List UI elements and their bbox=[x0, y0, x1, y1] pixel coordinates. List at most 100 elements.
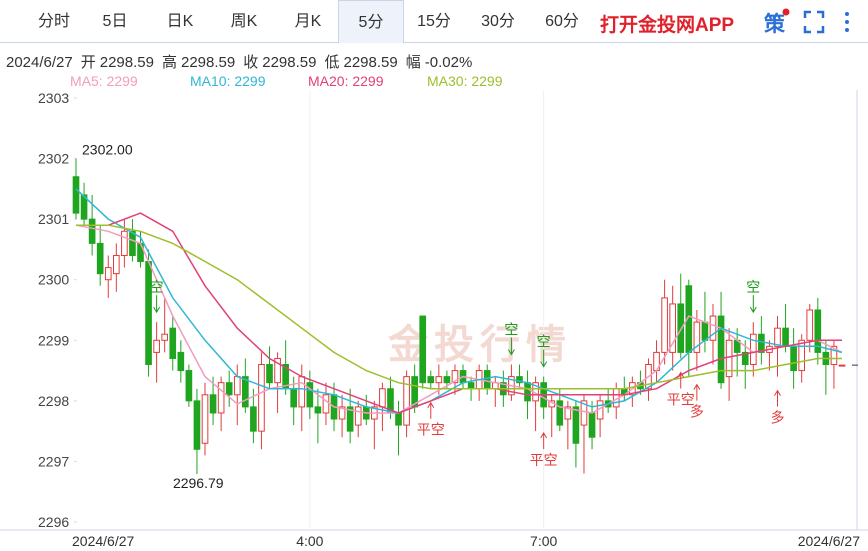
y-tick-label: 2299 bbox=[38, 332, 69, 348]
candle-body bbox=[524, 382, 531, 402]
signal-label: 空 bbox=[537, 334, 551, 350]
candle-body bbox=[435, 376, 443, 384]
candle-body bbox=[798, 339, 806, 372]
tab[interactable]: 月K bbox=[294, 13, 322, 30]
candle-body bbox=[580, 400, 588, 426]
candle-body bbox=[693, 321, 701, 353]
candle-body bbox=[379, 388, 386, 408]
candle-body bbox=[677, 303, 685, 353]
candle-body bbox=[701, 321, 709, 341]
legend-entry: MA10: 2299 bbox=[190, 73, 266, 89]
y-tick-label: 2300 bbox=[38, 272, 69, 288]
info-key: 收 bbox=[243, 54, 259, 71]
strategy-icon[interactable]: 策 bbox=[764, 13, 785, 36]
candle-body bbox=[403, 376, 410, 426]
y-tick-label: 2302 bbox=[38, 151, 69, 167]
signal-label: 空 bbox=[746, 279, 760, 295]
candle-body bbox=[774, 327, 781, 347]
brand-link[interactable]: 打开金投网APP bbox=[600, 15, 735, 36]
candle-body bbox=[338, 406, 346, 420]
candle-body bbox=[169, 327, 177, 359]
candle-body bbox=[266, 364, 273, 384]
candle-body bbox=[201, 394, 209, 444]
signal-arrow bbox=[540, 349, 548, 368]
tab[interactable]: 15分 bbox=[417, 13, 451, 30]
info-key: 低 bbox=[324, 54, 340, 71]
tab[interactable]: 30分 bbox=[481, 13, 515, 30]
y-tick-label: 2298 bbox=[38, 393, 69, 409]
signal-arrow bbox=[507, 337, 515, 356]
signal-arrow bbox=[774, 389, 781, 407]
signal-label: 平空 bbox=[417, 422, 445, 438]
tab[interactable]: 5分 bbox=[338, 0, 404, 44]
toolbar-icons[interactable] bbox=[803, 10, 863, 34]
candle-body bbox=[233, 376, 241, 396]
signal-arrow bbox=[693, 383, 701, 401]
x-tick-label: 2024/6/27 bbox=[798, 533, 860, 549]
info-value: 2298.59 bbox=[99, 54, 154, 71]
candle-body bbox=[121, 230, 128, 256]
candle-body bbox=[790, 345, 797, 372]
info-date: 2024/6/27 bbox=[6, 54, 73, 71]
candle-body bbox=[782, 327, 789, 347]
candle-body bbox=[322, 394, 330, 414]
candle-body bbox=[298, 376, 306, 408]
signal-arrow bbox=[427, 401, 435, 419]
y-tick-label: 2297 bbox=[38, 453, 69, 469]
candle-body bbox=[741, 351, 749, 366]
candle-body bbox=[129, 230, 136, 256]
candle-body bbox=[72, 176, 80, 214]
tab-bar: 分时 5日 日K 周K 月K 5分 15分 30分 60分 bbox=[0, 0, 868, 44]
signal-label: 多 bbox=[690, 404, 704, 420]
info-key: 开 bbox=[80, 54, 96, 71]
candle-body bbox=[112, 254, 120, 275]
signal-label: 空 bbox=[150, 279, 164, 295]
candle-body bbox=[80, 194, 88, 220]
candle-body bbox=[104, 267, 112, 281]
x-tick-label: 7:00 bbox=[530, 533, 557, 549]
candle-body bbox=[185, 370, 193, 402]
tab[interactable]: 日K bbox=[166, 13, 194, 30]
candle-body bbox=[556, 400, 564, 426]
info-line: 2024/6/27 开 2298.59 高 2298.59 收 2298.59 低 2298.5… bbox=[6, 51, 472, 72]
legend-entry: MA20: 2299 bbox=[308, 73, 384, 89]
candle-body bbox=[153, 339, 160, 353]
tab[interactable]: 5日 bbox=[102, 13, 128, 30]
candle-body bbox=[346, 406, 354, 432]
tab[interactable]: 周K bbox=[230, 13, 258, 30]
info-value: 2298.59 bbox=[343, 54, 398, 71]
tab[interactable]: 分时 bbox=[37, 13, 70, 30]
ma-line bbox=[75, 188, 843, 414]
candle-body bbox=[177, 351, 185, 372]
candle-body bbox=[88, 218, 96, 244]
candle-body bbox=[814, 309, 822, 353]
y-tick-label: 2296 bbox=[38, 514, 69, 530]
candle-body bbox=[588, 412, 596, 438]
tab[interactable]: 60分 bbox=[545, 13, 579, 30]
candle-body bbox=[758, 333, 765, 353]
legend-entry: MA30: 2299 bbox=[427, 73, 503, 89]
candle-body bbox=[161, 333, 169, 341]
candle-body bbox=[209, 394, 217, 414]
candle-body bbox=[725, 339, 733, 378]
signal-label: 空 bbox=[504, 322, 518, 338]
candle-body bbox=[395, 412, 402, 426]
candle-body bbox=[258, 364, 265, 432]
candle-body bbox=[217, 382, 225, 414]
signal-label: 多 bbox=[770, 410, 784, 426]
watermark: 金投行情 bbox=[387, 322, 572, 367]
candle-body bbox=[193, 400, 201, 450]
candle-body bbox=[96, 242, 104, 275]
candle-body bbox=[717, 315, 725, 384]
info-value: 2298.59 bbox=[181, 54, 236, 71]
candle-body bbox=[354, 406, 362, 426]
y-tick-label: 2303 bbox=[38, 90, 69, 106]
candle-body bbox=[250, 406, 257, 432]
candle-body bbox=[709, 315, 717, 341]
candle-body bbox=[225, 382, 233, 396]
candle-body bbox=[274, 357, 281, 384]
price-label: 2296.79 bbox=[173, 475, 224, 491]
info-key: 高 bbox=[161, 54, 177, 71]
